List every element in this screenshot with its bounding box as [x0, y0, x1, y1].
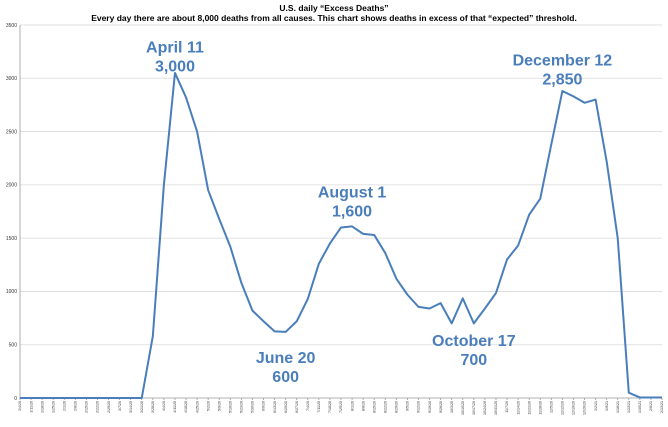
x-tick-label: 2/13/21 [660, 401, 664, 413]
annotation-label: April 11 [146, 40, 204, 57]
annotation-label: 3,000 [155, 59, 195, 76]
y-tick-label: 0 [14, 396, 17, 402]
x-tick-label: 7/18/20 [328, 401, 332, 413]
x-tick-label: 5/9/20 [217, 401, 221, 411]
annotation-label: October 17 [432, 333, 516, 350]
x-tick-label: 2/8/20 [74, 401, 78, 411]
x-tick-label: 7/25/20 [339, 401, 343, 413]
x-tick-label: 2/22/20 [96, 401, 100, 413]
x-tick-label: 11/7/20 [505, 401, 509, 413]
x-tick-label: 7/11/20 [317, 401, 321, 413]
x-tick-label: 5/16/20 [229, 401, 233, 413]
chart-subtitle: Every day there are about 8,000 deaths f… [91, 13, 577, 23]
x-tick-label: 1/30/21 [638, 401, 642, 413]
x-tick-label: 10/24/20 [483, 401, 487, 415]
x-tick-label: 12/5/20 [550, 401, 554, 413]
y-tick-label: 3500 [6, 23, 17, 29]
x-tick-label: 5/2/20 [206, 401, 210, 411]
x-tick-label: 5/30/20 [251, 401, 255, 413]
annotation-label: 600 [272, 369, 299, 386]
x-tick-label: 12/12/20 [561, 401, 565, 415]
x-tick-label: 1/23/21 [627, 401, 631, 413]
x-tick-label: 11/21/20 [527, 401, 531, 415]
x-tick-label: 1/11/20 [29, 401, 33, 413]
x-tick-label: 9/26/20 [439, 401, 443, 413]
annotations: April 11 3,000 June 20 600 August 1 1,600 Octo… [146, 40, 612, 386]
x-tick-label: 8/8/20 [361, 401, 365, 411]
annotation-label: August 1 [318, 185, 387, 202]
x-tick-label: 8/1/20 [350, 401, 354, 411]
y-tick-label: 2500 [6, 129, 17, 135]
x-tick-label: 10/31/20 [494, 401, 498, 415]
annotation-label: June 20 [256, 350, 316, 367]
annotation-label: 700 [460, 352, 487, 369]
x-tick-label: 1/2/21 [594, 401, 598, 411]
x-tick-label: 1/9/21 [605, 401, 609, 411]
x-tick-label: 5/23/20 [240, 401, 244, 413]
series-line [20, 71, 662, 399]
y-tick-label: 2000 [6, 183, 17, 189]
y-tick-label: 500 [9, 343, 18, 349]
x-tick-label: 11/14/20 [516, 401, 520, 415]
x-tick-label: 4/11/20 [173, 401, 177, 413]
x-tick-label: 3/7/20 [118, 401, 122, 411]
x-tick-label: 4/25/20 [195, 401, 199, 413]
gridlines [19, 24, 662, 399]
x-tick-label: 11/28/20 [538, 401, 542, 415]
x-tick-label: 2/6/21 [649, 401, 653, 411]
x-axis: 1/4/20 1/11/20 1/18/20 1/25/20 2/1/20 2/8/20 2… [18, 398, 664, 415]
x-tick-label: 6/20/20 [284, 401, 288, 413]
x-tick-label: 1/16/21 [616, 401, 620, 413]
x-tick-label: 10/3/20 [450, 401, 454, 413]
x-tick-label: 10/10/20 [461, 401, 465, 415]
x-tick-label: 10/17/20 [472, 401, 476, 415]
x-tick-label: 1/4/20 [18, 401, 22, 411]
y-axis: 0 500 1000 1500 2000 2500 3000 3500 [6, 23, 17, 402]
x-tick-label: 6/6/20 [262, 401, 266, 411]
x-tick-label: 2/15/20 [85, 401, 89, 413]
annotation-label: 1,600 [332, 204, 372, 221]
chart-title: U.S. daily “Excess Deaths” [279, 3, 388, 13]
series-group [20, 71, 662, 399]
y-tick-label: 3000 [6, 76, 17, 82]
x-tick-label: 2/1/20 [62, 401, 66, 411]
x-tick-label: 2/29/20 [107, 401, 111, 413]
x-tick-label: 9/5/20 [406, 401, 410, 411]
x-tick-label: 3/21/20 [140, 401, 144, 413]
x-tick-label: 12/19/20 [572, 401, 576, 415]
x-tick-label: 8/22/20 [383, 401, 387, 413]
x-tick-label: 3/28/20 [151, 401, 155, 413]
annotation-label: December 12 [513, 52, 613, 69]
x-tick-label: 7/4/20 [306, 401, 310, 411]
x-tick-label: 3/14/20 [129, 401, 133, 413]
x-tick-label: 6/13/20 [273, 401, 277, 413]
y-tick-label: 1500 [6, 236, 17, 242]
x-tick-label: 9/19/20 [428, 401, 432, 413]
annotation-label: 2,850 [542, 71, 582, 88]
x-tick-label: 1/18/20 [40, 401, 44, 413]
x-tick-label: 12/26/20 [583, 401, 587, 415]
x-tick-label: 4/4/20 [162, 401, 166, 411]
x-tick-label: 4/18/20 [184, 401, 188, 413]
x-tick-label: 8/29/20 [395, 401, 399, 413]
x-tick-label: 9/12/20 [417, 401, 421, 413]
y-tick-label: 1000 [6, 289, 17, 295]
x-tick-label: 8/15/20 [372, 401, 376, 413]
x-tick-label: 1/25/20 [51, 401, 55, 413]
x-tick-label: 6/27/20 [295, 401, 299, 413]
